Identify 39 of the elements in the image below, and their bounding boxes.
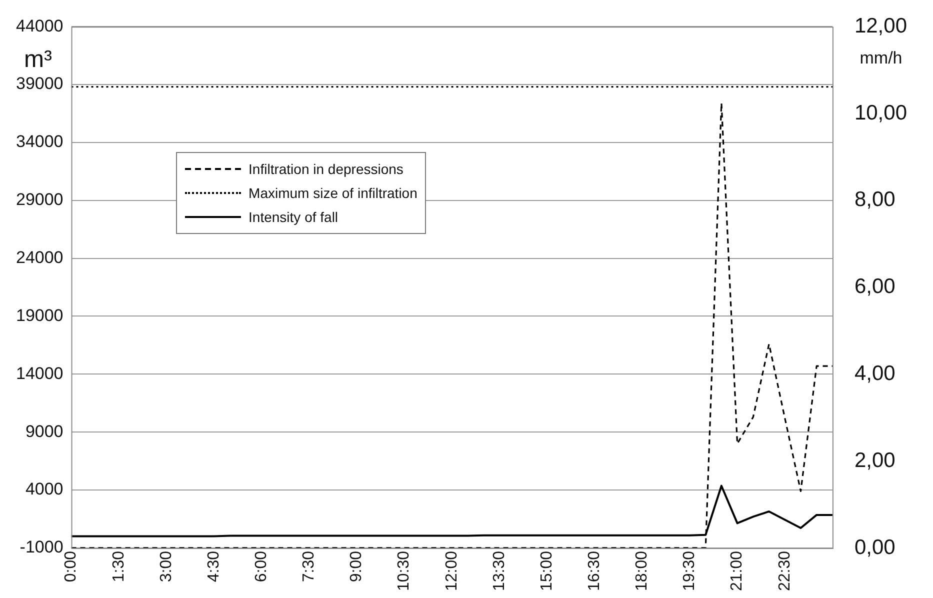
- y2-tick-label: 8,00: [854, 188, 896, 212]
- legend-label: Maximum size of infiltration: [248, 184, 418, 201]
- y2-axis-title: mm/h: [860, 48, 902, 68]
- x-tick-label: 16:30: [586, 550, 603, 592]
- y-tick-label: 34000: [16, 132, 64, 152]
- y-tick-label: 4000: [25, 480, 64, 499]
- x-tick-label: 3:00: [158, 550, 175, 582]
- y2-tick-label: 6,00: [854, 275, 896, 298]
- x-tick-label: 15:00: [538, 550, 556, 592]
- y2-tick-label: 10,00: [854, 101, 908, 124]
- y-tick-label: -1000: [20, 538, 64, 557]
- x-tick-label: 0:00: [62, 550, 80, 582]
- legend-label: Intensity of fall: [248, 208, 338, 225]
- x-tick-label: 10:30: [396, 550, 413, 592]
- y-tick-label: 14000: [16, 364, 64, 383]
- y-tick-label: 29000: [16, 190, 64, 210]
- y-tick-label: 44000: [16, 16, 64, 36]
- x-tick-label: 6:00: [252, 550, 270, 582]
- x-tick-label: 12:00: [443, 550, 460, 592]
- x-tick-label: 4:30: [205, 550, 222, 582]
- y2-tick-label: 4,00: [854, 362, 896, 385]
- legend-label: Infiltration in depressions: [248, 160, 404, 177]
- x-tick-label: 19:30: [681, 550, 698, 592]
- y-axis-title: m³: [24, 46, 52, 74]
- y-tick-label: 19000: [16, 306, 64, 325]
- y2-tick-label: 0,00: [854, 536, 896, 559]
- x-tick-label: 1:30: [110, 550, 128, 582]
- x-tick-label: 7:30: [300, 550, 318, 582]
- line-series: [70, 102, 834, 548]
- y2-tick-label: 12,00: [854, 14, 908, 38]
- x-tick-label: 13:30: [490, 550, 508, 592]
- x-tick-label: 21:00: [728, 550, 746, 592]
- x-tick-label: 18:00: [634, 550, 651, 592]
- y-tick-label: 39000: [16, 74, 64, 94]
- y-tick-label: 24000: [16, 248, 64, 268]
- x-tick-label: 22:30: [776, 550, 794, 592]
- y-tick-label: 9000: [25, 422, 64, 441]
- x-tick-label: 9:00: [348, 550, 366, 582]
- y2-tick-label: 2,00: [854, 448, 896, 472]
